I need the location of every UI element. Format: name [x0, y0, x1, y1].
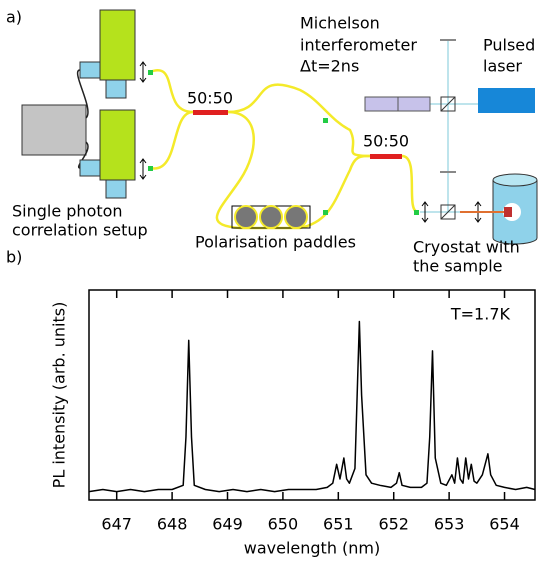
panel-label: b) [6, 248, 22, 267]
detector-part [79, 159, 101, 177]
label: Single photon [12, 202, 123, 221]
x-tick-label: 648 [157, 515, 188, 534]
fiber [149, 110, 194, 170]
beam-splitter [440, 96, 456, 112]
x-tick-label: 653 [434, 515, 465, 534]
connector [148, 70, 153, 75]
splitter [193, 110, 228, 115]
beam-splitter [440, 204, 456, 220]
label: Michelson [300, 14, 380, 33]
fiber [401, 154, 419, 214]
paddle [259, 205, 283, 229]
fiber [215, 110, 371, 230]
spectrum-chart: b) T=1.7K wavelength (nm) PL intensity (… [6, 248, 536, 558]
paddle [234, 205, 258, 229]
splitter-label: 50:50 [363, 132, 409, 151]
cryostat [492, 173, 538, 187]
label: Polarisation paddles [195, 233, 356, 252]
spectrum-line [88, 320, 536, 493]
x-tick-label: 654 [489, 515, 520, 534]
label: interferometer [300, 36, 417, 55]
splitter-label: 50:50 [187, 89, 233, 108]
detector-part [105, 79, 127, 99]
paddle [284, 205, 308, 229]
y-axis-label: PL intensity (arb. units) [50, 302, 69, 489]
x-tick-label: 651 [323, 515, 354, 534]
x-axis-label: wavelength (nm) [244, 539, 381, 558]
plot-frame [88, 289, 536, 501]
connector [323, 118, 328, 123]
fiber [227, 83, 371, 158]
label: correlation setup [12, 221, 148, 240]
splitter [370, 154, 402, 159]
x-tick-label: 652 [378, 515, 409, 534]
label: laser [483, 57, 522, 76]
detector-part [105, 179, 127, 199]
x-tick-label: 647 [101, 515, 132, 534]
detector [99, 9, 136, 81]
connector [148, 166, 153, 171]
sample [504, 207, 512, 217]
label: the sample [413, 257, 503, 276]
label: Δt=2ns [300, 57, 359, 76]
correlator-box [21, 104, 87, 156]
label: Cryostat with [413, 238, 520, 257]
beam-splitter [440, 96, 456, 112]
beam-splitter [440, 204, 456, 220]
detector [99, 109, 136, 181]
annotation: T=1.7K [450, 305, 511, 324]
connector [414, 210, 419, 215]
label-group: Michelson interferometer Δt=2ns Pulsed l… [12, 14, 535, 276]
laser [478, 88, 535, 113]
x-tick-label: 649 [212, 515, 243, 534]
fiber [149, 69, 194, 114]
connector [323, 210, 328, 215]
detector-part [79, 61, 101, 79]
label: Pulsed [483, 36, 535, 55]
x-tick-label: 650 [268, 515, 299, 534]
setup-diagram: a) 50:50 50:50 [6, 8, 538, 276]
lens [139, 61, 147, 180]
panel-label: a) [6, 8, 22, 27]
